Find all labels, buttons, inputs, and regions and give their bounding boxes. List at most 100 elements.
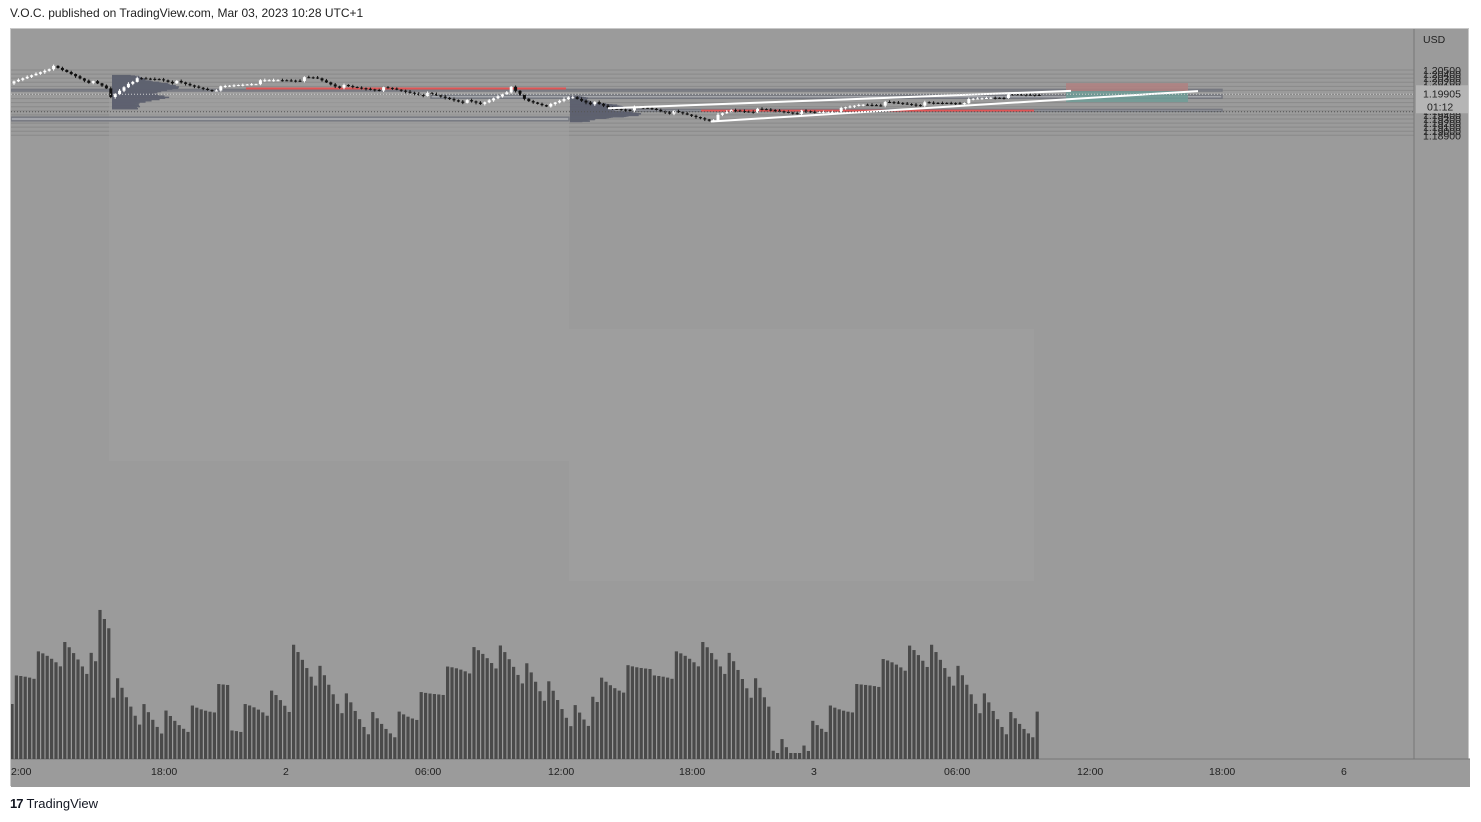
volume-bar (138, 724, 142, 759)
volume-bar (512, 666, 516, 759)
sr-zone[interactable] (11, 88, 1223, 92)
tradingview-footer[interactable]: 17 TradingView (10, 796, 98, 811)
volume-bar (129, 706, 133, 759)
volume-bar (626, 665, 630, 759)
volume-bar (925, 666, 929, 759)
volume-bar (604, 681, 608, 759)
volume-bar (824, 731, 828, 759)
tradingview-brand: TradingView (26, 796, 99, 811)
volume-bar (208, 711, 212, 759)
candle-body (272, 80, 276, 82)
wedge-trend-line[interactable] (710, 90, 1199, 123)
sr-zone[interactable] (430, 94, 1223, 99)
volume-bar (248, 705, 252, 759)
chart-frame[interactable]: 1.205001.204001.203001.202001.201001.200… (10, 28, 1470, 787)
time-tick-label: 3 (811, 766, 817, 778)
candle-body (276, 80, 280, 82)
volume-bar (969, 694, 973, 759)
price-tick-label: 1.19000 (1423, 126, 1461, 138)
last-price-tag[interactable] (1416, 85, 1468, 114)
volume-bar (1035, 711, 1039, 759)
candle-body (456, 100, 460, 102)
candle-body (373, 89, 377, 91)
volume-bar (714, 659, 718, 759)
candle-body (791, 112, 795, 114)
volume-bar (309, 676, 313, 759)
volume-bar (974, 703, 978, 759)
volume-bar (199, 709, 203, 759)
candle-body (747, 111, 751, 113)
candle-body (795, 113, 799, 115)
candle-body (461, 101, 465, 103)
candle-body (320, 78, 324, 81)
candle-body (351, 86, 355, 88)
candle-body (338, 86, 342, 88)
candle-body (905, 103, 909, 105)
candle-body (690, 114, 694, 116)
candle-body (852, 105, 856, 107)
candle-body (940, 103, 944, 105)
candle-body (65, 69, 69, 72)
wedge-trend-line[interactable] (607, 89, 1072, 110)
candle-body (43, 70, 47, 73)
candle-body (412, 92, 416, 94)
volume-bar (982, 693, 986, 759)
candle-body (549, 103, 553, 107)
candle-body (830, 111, 834, 113)
candle-body (782, 111, 786, 113)
candle-body (910, 104, 914, 106)
volume-bar (754, 678, 758, 759)
candle-body (408, 91, 412, 93)
stop-loss-zone[interactable] (1066, 83, 1188, 92)
sr-zone[interactable] (11, 116, 570, 122)
candle-body (879, 105, 883, 107)
chart-canvas[interactable]: 1.205001.204001.203001.202001.201001.200… (11, 29, 1470, 787)
candle-body (857, 104, 861, 106)
volume-bar (688, 658, 692, 759)
volume-bar (547, 681, 551, 759)
volume-bar (234, 731, 238, 759)
candle-body (166, 80, 170, 82)
volume-bar (463, 671, 467, 759)
candle-body (333, 84, 337, 87)
candle-body (311, 77, 315, 79)
candle-body (280, 80, 284, 82)
candle-body (223, 85, 227, 87)
candle-body (496, 96, 500, 99)
candle-body (307, 77, 311, 79)
bar-countdown: 01:12 (1427, 101, 1453, 113)
candle-body (122, 87, 126, 91)
volume-bar (564, 717, 568, 759)
volume-bar (551, 690, 555, 759)
volume-bar (674, 651, 678, 759)
volume-bar (644, 668, 648, 759)
candle-body (738, 110, 742, 112)
take-profit-zone[interactable] (1066, 91, 1188, 103)
candle-body (949, 103, 953, 105)
volume-bar (85, 673, 89, 759)
volume-bar (696, 666, 700, 759)
volume-bar (261, 712, 265, 759)
candle-body (104, 85, 108, 89)
candle-body (632, 106, 636, 111)
candle-body (505, 92, 509, 95)
candle-body (1024, 94, 1028, 96)
candle-body (584, 100, 588, 103)
candle-body (1002, 97, 1006, 99)
candle-body (668, 112, 672, 114)
candle-body (676, 110, 680, 113)
volume-bar (789, 753, 793, 759)
candle-body (764, 109, 768, 111)
volume-bar (54, 662, 58, 759)
volume-bar (221, 684, 225, 759)
time-tick-label: 06:00 (415, 766, 441, 778)
volume-bar (877, 686, 881, 759)
candle-body (439, 95, 443, 97)
candle-body (382, 87, 386, 91)
candle-body (210, 90, 214, 92)
candle-body (989, 97, 993, 99)
last-price-value: 1.19905 (1423, 88, 1461, 100)
candle-body (751, 111, 755, 113)
candle-body (399, 89, 403, 91)
volume-bar (494, 668, 498, 759)
